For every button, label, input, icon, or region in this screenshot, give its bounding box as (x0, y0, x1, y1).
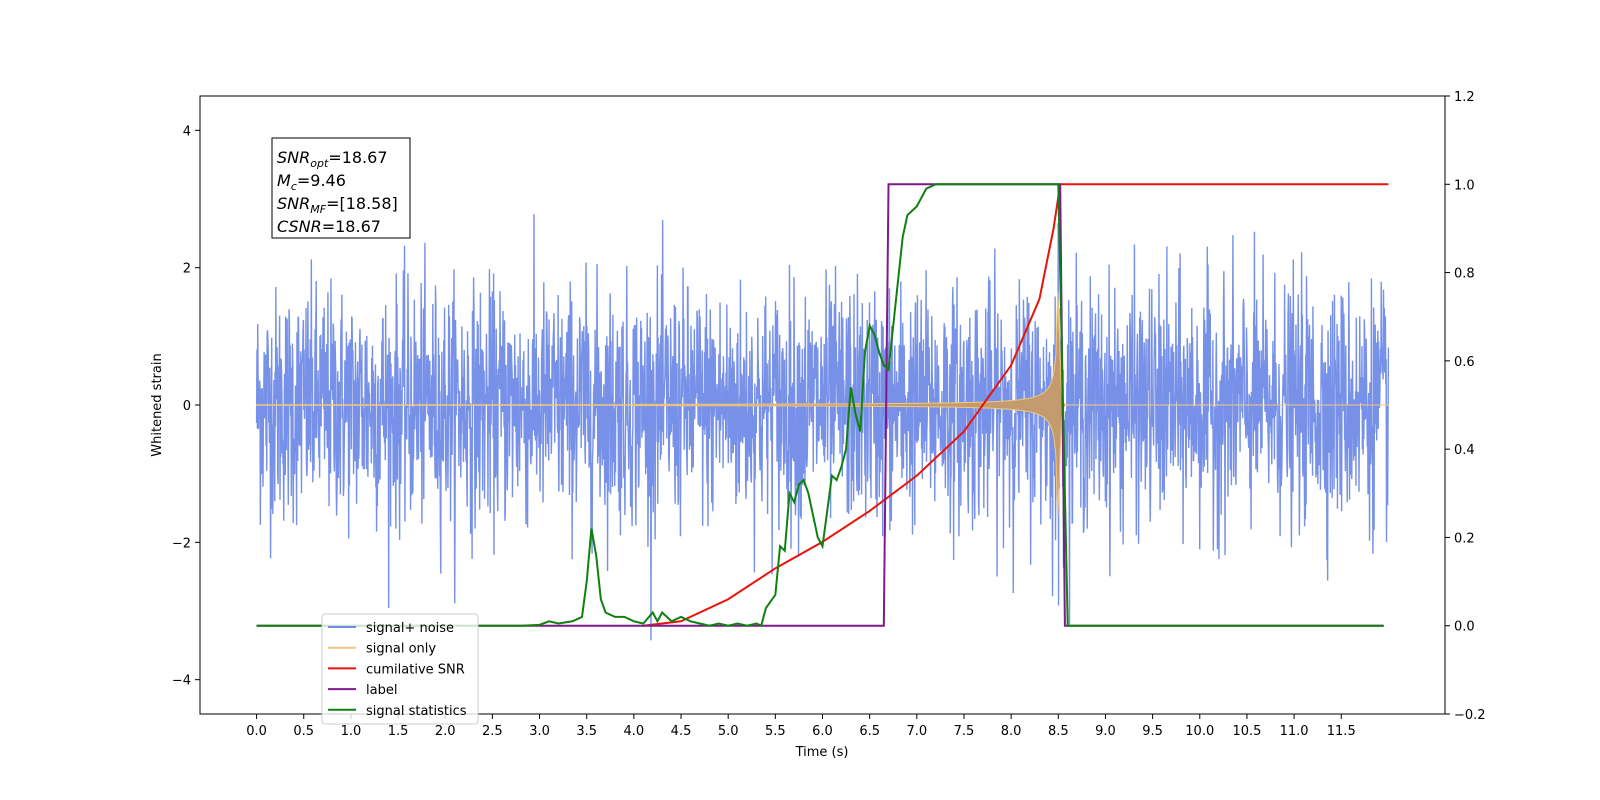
x-tick-label: 6.5 (859, 724, 880, 739)
annotation-line: CSNR=18.67 (277, 217, 381, 236)
x-tick-label: 0.5 (293, 724, 314, 739)
x-tick-label: 1.5 (388, 724, 409, 739)
y-left-tick-label: 4 (183, 124, 191, 139)
legend-entry: signal+ noise (366, 621, 454, 636)
y-right-tick-label: −0.2 (1454, 708, 1486, 723)
x-tick-label: 4.0 (624, 724, 645, 739)
series-signal-noise-line (255, 214, 1390, 641)
x-tick-label: 2.5 (482, 724, 503, 739)
x-axis-label: Time (s) (795, 745, 849, 760)
series-signal-statistics-line (256, 183, 1384, 628)
x-tick-label: 7.0 (906, 724, 927, 739)
annotation-line: Mc=9.46 (277, 171, 346, 193)
annotation-line: SNRopt=18.67 (277, 148, 388, 170)
x-tick-label: 3.0 (529, 724, 550, 739)
x-tick-label: 1.0 (341, 724, 362, 739)
x-tick-label: 0.0 (246, 724, 267, 739)
annotation-box: SNRopt=18.67Mc=9.46SNRMF=[18.58]CSNR=18.… (271, 137, 411, 239)
legend-entry: signal only (366, 642, 436, 657)
y-axis-label: Whitened strain (150, 353, 165, 456)
x-tick-label: 11.5 (1327, 724, 1356, 739)
y-left-tick-label: 2 (183, 262, 191, 277)
series-signal-only-area (256, 291, 1389, 519)
annotation-frame (271, 137, 411, 239)
y-axis-right: −0.2 0.0 0.2 0.4 0.6 0.8 1.0 1.2 (1445, 90, 1486, 723)
legend-entry: cumilative SNR (366, 662, 465, 677)
x-tick-label: 11.0 (1280, 724, 1309, 739)
x-tick-label: 8.5 (1048, 724, 1069, 739)
x-tick-label: 9.0 (1095, 724, 1116, 739)
x-tick-label: 3.5 (576, 724, 597, 739)
y-axis-left: −4 −2 0 2 4 (172, 124, 200, 689)
x-tick-label: 4.5 (671, 724, 692, 739)
x-tick-label: 9.5 (1142, 724, 1163, 739)
annotation-line: SNRMF=[18.58] (277, 194, 398, 216)
y-right-tick-label: 0.0 (1454, 620, 1475, 635)
y-right-tick-label: 0.6 (1454, 355, 1475, 370)
x-tick-label: 5.0 (718, 724, 739, 739)
x-tick-label: 8.0 (1001, 724, 1022, 739)
x-tick-label: 5.5 (765, 724, 786, 739)
y-right-tick-label: 1.0 (1454, 178, 1475, 193)
x-tick-label: 10.5 (1232, 724, 1261, 739)
legend-entry: label (366, 683, 397, 698)
legend-entry: signal statistics (366, 704, 467, 719)
plot-area (255, 183, 1390, 641)
y-right-tick-label: 1.2 (1454, 90, 1475, 105)
legend-frame (321, 613, 479, 725)
series-cumilative-snr-line (643, 183, 1389, 627)
y-left-tick-label: 0 (183, 399, 191, 414)
y-right-tick-label: 0.8 (1454, 267, 1475, 282)
y-left-tick-label: −4 (172, 674, 191, 689)
x-tick-label: 10.0 (1185, 724, 1214, 739)
y-right-tick-label: 0.2 (1454, 531, 1475, 546)
x-tick-label: 7.5 (954, 724, 975, 739)
x-tick-label: 2.0 (435, 724, 456, 739)
x-axis: 0.0 0.5 1.0 1.5 2.0 2.5 3.0 3.5 4.0 4.5 5.0 5.5 6.0 6… (246, 714, 1356, 739)
legend: signal+ noise signal only cumilative SNR la… (321, 613, 479, 725)
y-left-tick-label: −2 (172, 536, 191, 551)
x-tick-label: 6.0 (812, 724, 833, 739)
y-right-tick-label: 0.4 (1454, 443, 1475, 458)
